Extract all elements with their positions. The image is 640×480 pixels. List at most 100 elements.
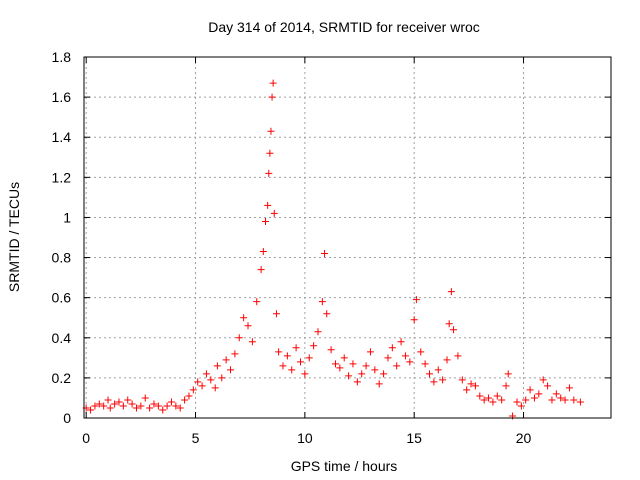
- data-point: [539, 376, 547, 384]
- x-axis-label: GPS time / hours: [291, 458, 398, 474]
- data-point: [87, 406, 95, 414]
- data-point: [132, 404, 140, 412]
- data-point: [561, 396, 569, 404]
- data-point: [119, 402, 127, 410]
- data-point: [340, 354, 348, 362]
- y-tick-label: 1: [63, 209, 71, 225]
- data-point: [235, 334, 243, 342]
- data-point: [397, 338, 405, 346]
- data-point: [266, 149, 274, 157]
- y-tick-label: 0.6: [52, 290, 72, 306]
- data-point: [530, 394, 538, 402]
- data-point: [439, 376, 447, 384]
- data-point: [349, 360, 357, 368]
- data-point: [417, 348, 425, 356]
- data-point: [504, 370, 512, 378]
- data-point: [207, 376, 215, 384]
- data-point: [104, 396, 112, 404]
- data-point: [327, 346, 335, 354]
- data-point: [167, 398, 175, 406]
- data-point: [159, 406, 167, 414]
- data-point: [137, 402, 145, 410]
- data-point: [410, 316, 418, 324]
- data-point: [265, 169, 273, 177]
- data-point: [570, 396, 578, 404]
- data-point: [565, 384, 573, 392]
- data-point: [366, 348, 374, 356]
- data-point: [557, 394, 565, 402]
- data-point: [467, 380, 475, 388]
- data-point: [283, 352, 291, 360]
- data-point: [450, 326, 458, 334]
- x-tick-label: 0: [82, 430, 90, 446]
- data-point: [269, 79, 277, 87]
- data-point: [292, 344, 300, 352]
- data-point: [480, 396, 488, 404]
- data-point: [150, 400, 158, 408]
- data-point: [141, 394, 149, 402]
- data-points: [82, 79, 584, 420]
- data-point: [454, 352, 462, 360]
- data-point: [463, 386, 471, 394]
- y-tick-label: 1.6: [52, 89, 72, 105]
- data-point: [100, 402, 108, 410]
- x-tick-label: 15: [406, 430, 422, 446]
- data-point: [261, 217, 269, 225]
- plot-frame: [83, 56, 612, 419]
- data-point: [458, 376, 466, 384]
- data-point: [336, 364, 344, 372]
- data-point: [401, 352, 409, 360]
- data-point: [124, 396, 132, 404]
- data-point: [296, 358, 304, 366]
- data-point: [502, 382, 510, 390]
- data-point: [375, 380, 383, 388]
- chart-title: Day 314 of 2014, SRMTID for receiver wro…: [208, 19, 480, 35]
- data-point: [115, 398, 123, 406]
- data-point: [406, 358, 414, 366]
- data-point: [213, 362, 221, 370]
- data-point: [471, 382, 479, 390]
- data-point: [430, 378, 438, 386]
- data-point: [288, 366, 296, 374]
- data-point: [172, 402, 180, 410]
- data-point: [244, 322, 252, 330]
- y-tick-label: 0: [63, 410, 71, 426]
- data-point: [189, 386, 197, 394]
- data-point: [270, 209, 278, 217]
- data-point: [185, 392, 193, 400]
- data-point: [517, 402, 525, 410]
- data-point: [218, 374, 226, 382]
- data-point: [301, 370, 309, 378]
- data-point: [106, 404, 114, 412]
- data-point: [447, 288, 455, 296]
- data-point: [513, 398, 521, 406]
- data-point: [128, 400, 136, 408]
- data-point: [412, 296, 420, 304]
- data-point: [202, 370, 210, 378]
- data-point: [362, 362, 370, 370]
- data-point: [388, 344, 396, 352]
- data-point: [434, 366, 442, 374]
- data-point: [576, 398, 584, 406]
- data-point: [314, 328, 322, 336]
- data-point: [176, 404, 184, 412]
- data-point: [384, 354, 392, 362]
- data-point: [111, 400, 119, 408]
- data-point: [240, 314, 248, 322]
- data-point: [279, 362, 287, 370]
- y-tick-label: 1.8: [52, 49, 72, 65]
- data-point: [267, 127, 275, 135]
- data-point: [257, 266, 265, 274]
- data-point: [318, 298, 326, 306]
- y-tick-label: 1.4: [52, 129, 72, 145]
- data-point: [535, 390, 543, 398]
- y-tick-label: 0.2: [52, 370, 72, 386]
- data-point: [272, 310, 280, 318]
- data-point: [421, 360, 429, 368]
- data-point: [358, 370, 366, 378]
- data-point: [253, 298, 261, 306]
- data-point: [231, 350, 239, 358]
- data-point: [544, 382, 552, 390]
- data-point: [485, 394, 493, 402]
- data-point: [91, 402, 99, 410]
